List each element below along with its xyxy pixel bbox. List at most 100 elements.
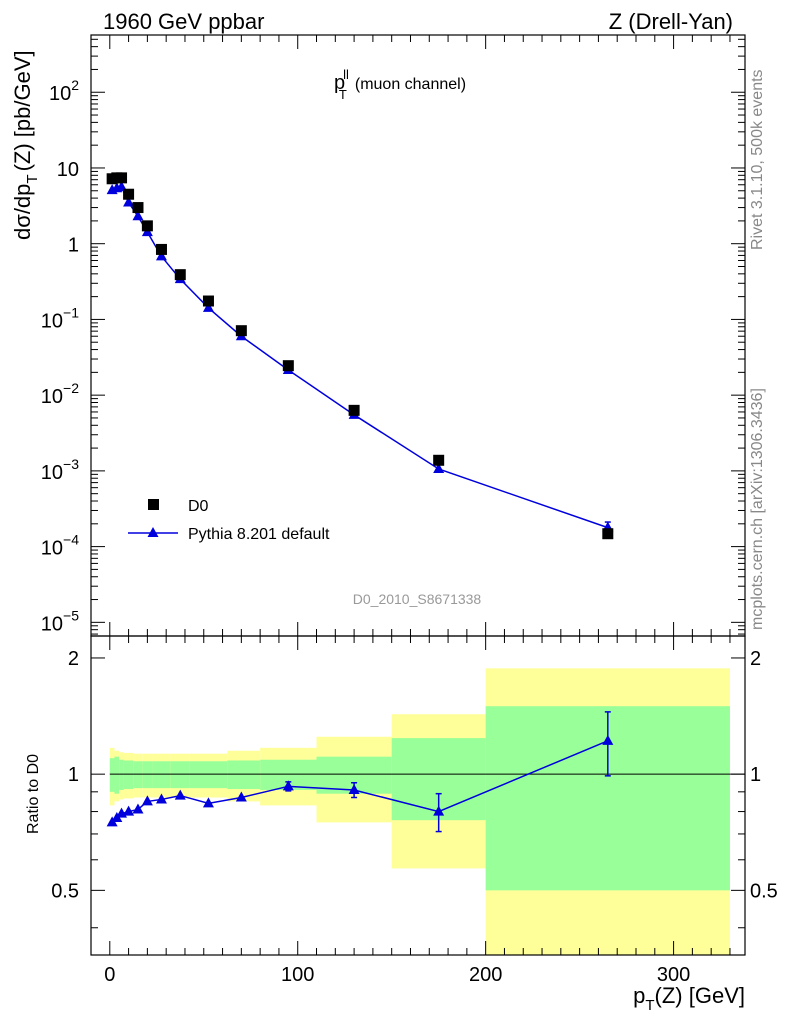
y-tick-label: 10−2 [41,380,79,408]
y-tick-base: 1 [68,235,79,257]
data-marker [155,243,167,255]
data-marker [174,269,186,281]
ratio-band-inner [123,760,134,790]
plot-title: pll T (muon channel) [334,67,466,102]
y-tick-base: 10 [41,613,63,635]
analysis-watermark: D0_2010_S8671338 [353,591,482,607]
mc-marker [123,196,135,207]
x-tick-label: 0 [104,964,115,986]
ratio-y-tick-label: 1 [68,764,79,786]
title-sup: ll [343,67,349,82]
ratio-ylabel: Ratio to D0 [25,754,42,834]
ratio-y-tick-label-right: 2 [750,648,761,670]
ratio-y-tick-label: 2 [68,648,79,670]
ratio-band-inner [189,761,228,789]
legend-data-label: D0 [188,498,209,515]
data-marker [141,220,153,232]
y-tick-label: 10−5 [41,607,79,635]
ratio-marker [433,805,445,816]
y-tick-exponent: −1 [63,304,79,320]
ratio-band-inner [170,761,190,789]
ratio-band-inner [142,761,153,789]
y-tick-base: 10 [57,159,79,181]
legend-mc-marker [147,527,159,537]
mc-series-line [111,186,609,529]
ratio-band-inner [109,758,115,792]
ratio-y-tick-label: 0.5 [51,880,79,902]
mc-marker [433,462,445,473]
ratio-y-tick-label-right: 1 [750,764,761,786]
rivet-version-label: Rivet 3.1.10, 500k events [749,69,766,250]
y-tick-label: 10−1 [41,304,79,332]
mcplots-label: mcplots.cern.ch [arXiv:1306.3436] [749,388,766,630]
title-rest: (muon channel) [355,76,466,93]
xlabel: pT(Z) [GeV] [633,983,745,1014]
y-tick-label: 10−4 [41,532,79,560]
legend: D0 Pythia 8.201 default [128,498,330,543]
mc-marker [155,250,167,261]
title-p: p [334,72,345,94]
ratio-band-inner [119,759,124,790]
main-ylabel: dσ/dpT (Z) [pb/GeV] [10,50,41,240]
y-tick-base: 10 [41,462,63,484]
y-tick-exponent: −3 [63,456,79,472]
ratio-frame [90,635,746,956]
ratio-band-inner [133,761,143,789]
y-tick-label: 10 [57,159,79,181]
ratio-marker [602,734,614,745]
y-tick-base: 10 [49,83,71,105]
ratio-marker [174,789,186,800]
legend-mc-label: Pythia 8.201 default [188,526,330,543]
header-right: Z (Drell-Yan) [609,9,733,34]
y-tick-base: 10 [41,310,63,332]
ratio-marker [235,791,247,802]
ratio-band-inner [114,756,120,794]
ratio-y-tick-label-right: 0.5 [750,880,778,902]
y-tick-base: 10 [41,538,63,560]
ylabel-a: dσ/dp [10,184,35,240]
ratio-marker [202,797,214,808]
data-marker [348,404,360,416]
mc-marker [202,301,214,312]
data-marker [132,202,144,214]
ratio-marker [348,783,360,794]
main-panel-marks [106,172,614,540]
data-marker [202,295,214,307]
y-tick-exponent: 2 [71,77,79,93]
data-marker [282,360,294,372]
xlabel-a: p [633,983,645,1008]
ratio-marker [282,780,294,791]
y-tick-label: 10−3 [41,456,79,484]
y-tick-exponent: −5 [63,607,79,623]
ratio-marker [123,805,135,816]
ratio-panel-axes: 0 100 200 300 0.5 0.5 1 1 2 2 [51,635,778,986]
y-tick-label: 1 [68,235,79,257]
data-marker [116,172,128,184]
legend-data-marker [148,499,159,510]
title-sub: T [339,87,347,102]
data-marker [235,325,247,337]
y-tick-base: 10 [41,386,63,408]
xlabel-b: (Z) [GeV] [655,983,745,1008]
data-marker [602,528,614,540]
xlabel-sub: T [645,997,654,1014]
y-tick-label: 102 [49,77,79,105]
x-tick-label: 300 [657,964,690,986]
y-tick-exponent: −4 [63,532,79,548]
ratio-band-inner [152,761,171,789]
ratio-band-inner [227,760,261,790]
ratio-marker [132,803,144,814]
ratio-marker [141,795,153,806]
x-tick-label: 100 [281,964,314,986]
ratio-marker [155,793,167,804]
main-frame [90,34,746,637]
x-tick-label: 200 [469,964,502,986]
mc-marker [116,181,128,192]
ratio-panel-marks [106,711,614,833]
data-marker [123,188,135,200]
ratio-bands [109,668,745,955]
ylabel-b: (Z) [pb/GeV] [10,50,35,171]
header-left: 1960 GeV ppbar [103,9,264,34]
